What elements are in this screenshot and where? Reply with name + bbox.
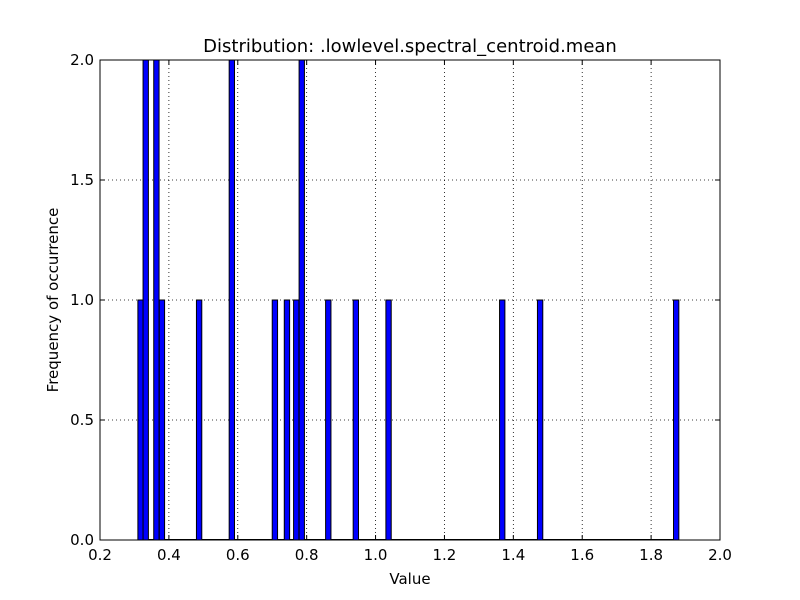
histogram-bar xyxy=(228,59,236,541)
histogram-bar xyxy=(352,299,360,541)
histogram-bar xyxy=(158,299,166,541)
x-tick-label: 1.8 xyxy=(639,546,663,564)
histogram-bar xyxy=(142,59,149,541)
x-tick-label: 2.0 xyxy=(708,546,732,564)
y-tick-label: 2.0 xyxy=(70,51,94,69)
y-tick-label: 0.5 xyxy=(70,411,94,429)
x-tick-label: 1.0 xyxy=(364,546,388,564)
histogram-bar xyxy=(283,299,291,541)
histogram-bar xyxy=(673,299,680,541)
x-axis-label: Value xyxy=(389,570,430,588)
y-tick-label: 0.0 xyxy=(70,531,94,549)
x-tick-label: 1.6 xyxy=(570,546,594,564)
chart-title: Distribution: .lowlevel.spectral_centroi… xyxy=(203,36,617,57)
histogram-bar xyxy=(499,299,506,541)
histogram-bar xyxy=(298,59,305,541)
x-tick-label: 1.2 xyxy=(433,546,457,564)
grid-lines xyxy=(100,60,720,540)
x-tick-label: 1.4 xyxy=(501,546,525,564)
ticks: 0.2 0.4 0.6 0.8 1.0 1.2 1.4 1.6 1.8 2.0 0.0 0.5 1.0 1… xyxy=(70,51,732,564)
histogram-bar xyxy=(293,299,300,541)
histogram-bar xyxy=(153,59,160,541)
y-tick-label: 1.0 xyxy=(70,291,94,309)
x-tick-label: 0.4 xyxy=(157,546,181,564)
histogram-bar xyxy=(137,299,144,541)
histogram-bar xyxy=(195,299,203,541)
x-tick-label: 0.2 xyxy=(88,546,112,564)
x-tick-label: 0.8 xyxy=(295,546,319,564)
histogram-bar xyxy=(536,299,544,541)
bars xyxy=(137,59,680,541)
x-tick-label: 0.6 xyxy=(226,546,250,564)
histogram-bar xyxy=(385,299,392,541)
y-axis-label: Frequency of occurrence xyxy=(44,208,62,393)
histogram-bar xyxy=(325,299,332,541)
y-tick-label: 1.5 xyxy=(70,171,94,189)
histogram-bar xyxy=(271,299,279,541)
